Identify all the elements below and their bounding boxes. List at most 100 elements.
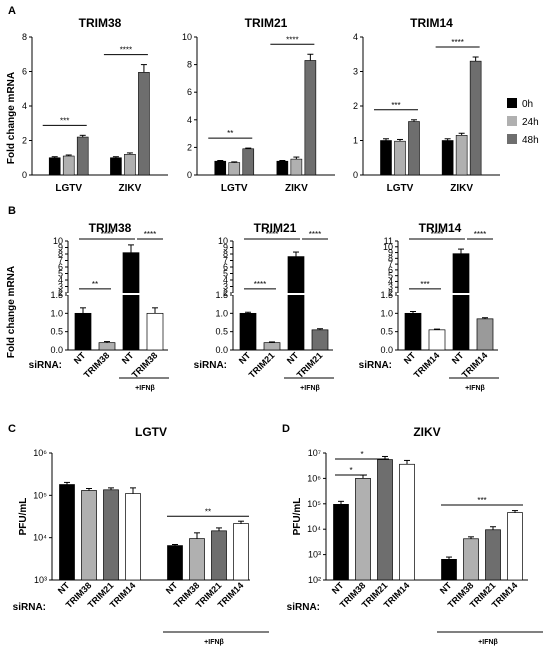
y-tick-label: 10⁶ <box>33 448 47 458</box>
ifn-label: +IFNβ <box>300 385 320 392</box>
y-tick-label: 0.5 <box>380 327 393 337</box>
y-tick-label: 2 <box>223 288 228 298</box>
bar <box>485 529 501 581</box>
significance-label: *** <box>391 101 400 110</box>
y-tick-label: 4 <box>58 275 63 285</box>
bar <box>98 342 116 351</box>
y-tick-label: 6 <box>22 67 27 77</box>
y-tick-label: 7 <box>58 256 63 266</box>
y-tick-label: 0 <box>22 170 27 180</box>
x-category-label: NT <box>237 350 253 366</box>
x-category-label: TRIM21 <box>247 350 277 380</box>
x-category-label: NT <box>72 350 88 366</box>
ifn-label: +IFNβ <box>465 385 485 392</box>
significance-label: ** <box>227 129 233 138</box>
bar <box>304 60 317 176</box>
y-tick-label: 10³ <box>34 575 47 585</box>
x-category-label: ZIKV <box>119 183 142 194</box>
y-tick-label: 8 <box>187 60 192 70</box>
sirna-label: siRNA: <box>29 360 62 371</box>
y-tick-label: 2 <box>58 288 63 298</box>
bar <box>399 463 415 581</box>
sirna-label: siRNA: <box>13 602 46 613</box>
significance-label: **** <box>266 230 278 239</box>
ifn-label: +IFNβ <box>478 639 498 646</box>
chart-title: LGTV <box>135 425 167 439</box>
y-tick-label: 10 <box>383 242 393 252</box>
panel-label-a: A <box>8 5 16 17</box>
y-tick-label: 9 <box>58 243 63 253</box>
bar <box>103 489 119 581</box>
bar <box>81 490 97 581</box>
y-tick-label: 7 <box>223 256 228 266</box>
axis-break-gap <box>67 293 167 295</box>
x-category-label: ZIKV <box>285 183 308 194</box>
y-tick-label: 8 <box>58 249 63 259</box>
y-tick-label: 10⁴ <box>33 533 47 543</box>
y-tick-label: 6 <box>388 265 393 275</box>
y-tick-label: 10 <box>182 32 192 42</box>
x-category-label: NT <box>402 350 418 366</box>
y-tick-label: 2 <box>388 288 393 298</box>
bar <box>408 121 420 176</box>
chart-title: TRIM14 <box>410 16 453 30</box>
x-category-label: TRIM14 <box>412 350 442 380</box>
significance-label: **** <box>144 230 156 239</box>
y-tick-label: 0.5 <box>215 327 228 337</box>
bar <box>76 136 89 176</box>
bar <box>311 329 329 351</box>
legend-swatch <box>507 98 517 108</box>
significance-label: *** <box>420 280 429 289</box>
bar <box>233 523 249 581</box>
bar <box>214 160 227 176</box>
significance-label: **** <box>474 230 486 239</box>
x-category-label: TRIM38 <box>130 350 160 380</box>
y-tick-label: 9 <box>223 243 228 253</box>
panel-label: C <box>8 423 16 435</box>
y-tick-label: 9 <box>388 248 393 258</box>
bar <box>377 459 393 581</box>
chart-title: TRIM21 <box>254 221 297 235</box>
y-tick-label: 6 <box>58 262 63 272</box>
y-tick-label: 0.0 <box>215 345 228 355</box>
y-tick-label: 3 <box>353 67 358 77</box>
significance-label: *** <box>477 496 486 505</box>
bar <box>59 484 75 581</box>
y-tick-label: 3 <box>223 282 228 292</box>
y-tick-label: 0.0 <box>380 345 393 355</box>
sirna-label: siRNA: <box>194 360 227 371</box>
sirna-label: siRNA: <box>287 602 320 613</box>
y-tick-label: 2 <box>187 142 192 152</box>
y-tick-label: 0.5 <box>50 327 63 337</box>
x-category-label: LGTV <box>55 183 82 194</box>
panel-b-ylabel: Fold change mRNA <box>6 266 17 358</box>
y-tick-label: 6 <box>223 262 228 272</box>
bar <box>125 493 141 581</box>
x-category-label: NT <box>56 580 72 596</box>
y-tick-label: 1.5 <box>380 290 393 300</box>
x-category-label: NT <box>438 580 454 596</box>
bar <box>455 135 468 176</box>
y-tick-label: 3 <box>388 282 393 292</box>
y-tick-label: 5 <box>388 271 393 281</box>
x-category-label: LGTV <box>221 183 248 194</box>
y-tick-label: 2 <box>22 136 27 146</box>
y-tick-label: 7 <box>388 259 393 269</box>
y-tick-label: 1.0 <box>380 308 393 318</box>
y-tick-label: 4 <box>223 275 228 285</box>
significance-label: ** <box>92 280 98 289</box>
bar <box>287 256 305 351</box>
significance-label: ** <box>205 507 211 516</box>
significance-label: **** <box>451 38 463 47</box>
bar <box>167 545 183 581</box>
significance-label: **** <box>101 230 113 239</box>
y-tick-label: 10⁴ <box>307 524 321 534</box>
y-tick-label: 5 <box>58 269 63 279</box>
bar <box>380 140 392 176</box>
bar <box>290 158 303 176</box>
x-category-label: NT <box>164 580 180 596</box>
legend-swatch <box>507 134 517 144</box>
bar <box>469 60 482 176</box>
y-tick-label: 4 <box>22 101 27 111</box>
y-tick-label: 8 <box>22 32 27 42</box>
